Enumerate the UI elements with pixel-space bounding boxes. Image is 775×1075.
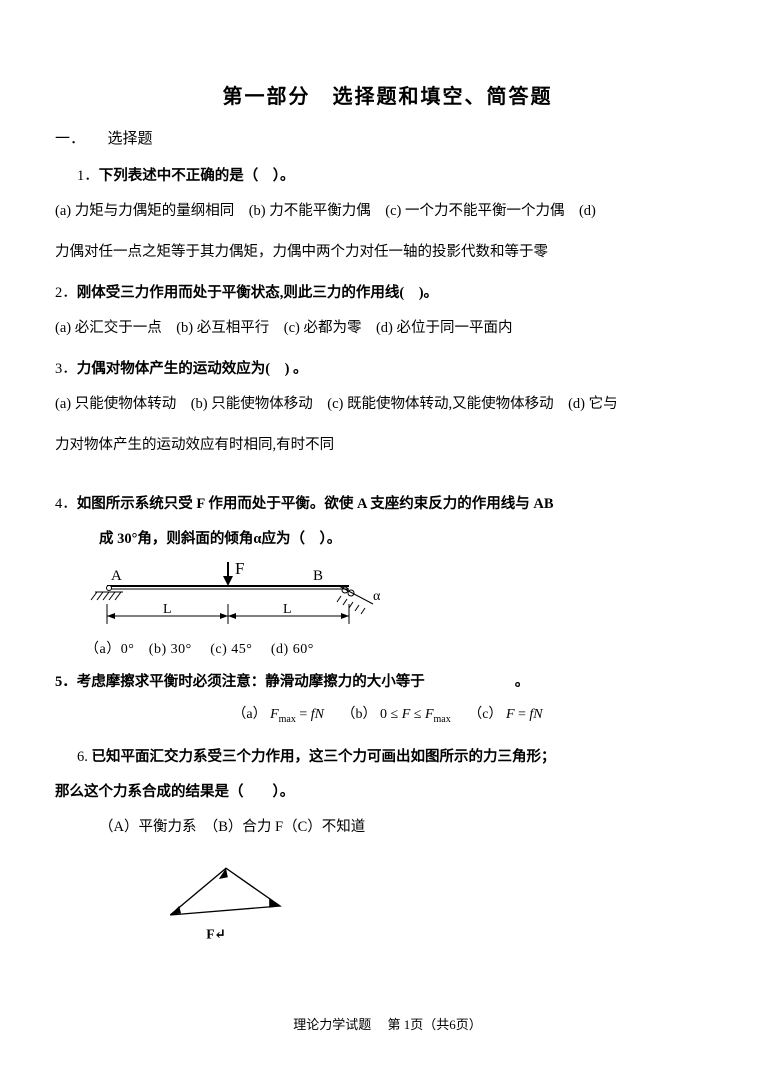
q6-stem-l2: 那么这个力系合成的结果是（ ）。	[55, 778, 720, 807]
q6: 6. 已知平面汇交力系受三个力作用，这三个力可画出如图所示的力三角形；	[77, 743, 720, 772]
q6-opts: （A）平衡力系 （B）合力 F（C）不知道	[99, 813, 720, 842]
fig4-label-L2: L	[283, 602, 292, 617]
q5-stem: 考虑摩擦求平衡时必须注意：静滑动摩擦力的大小等于	[77, 674, 425, 690]
q6-stem-l1: 已知平面汇交力系受三个力作用，这三个力可画出如图所示的力三角形；	[92, 749, 556, 765]
q3-num: 3．	[55, 361, 77, 377]
fig4-label-A: A	[111, 568, 122, 584]
fig6-label-F: F↵	[206, 926, 226, 941]
q2-num: 2．	[55, 285, 77, 301]
q2-opts: (a) 必汇交于一点 (b) 必互相平行 (c) 必都为零 (d) 必位于同一平…	[55, 314, 720, 343]
q1-opts-line1: (a) 力矩与力偶矩的量纲相同 (b) 力不能平衡力偶 (c) 一个力不能平衡一…	[55, 197, 720, 226]
q1-stem: 下列表述中不正确的是（ ）。	[99, 168, 295, 184]
page-footer: 理论力学试题 第 1页（共6页）	[0, 1014, 775, 1033]
q4: 4．如图所示系统只受 F 作用而处于平衡。欲使 A 支座约束反力的作用线与 AB	[55, 490, 720, 519]
q1: 1．下列表述中不正确的是（ ）。	[77, 162, 720, 191]
q3-opts-l1: (a) 只能使物体转动 (b) 只能使物体移动 (c) 既能使物体转动,又能使物…	[55, 390, 720, 419]
q4-num: 4．	[55, 496, 77, 512]
q2: 2．刚体受三力作用而处于平衡状态,则此三力的作用线( )。	[55, 279, 720, 308]
q5-num: 5．	[55, 674, 77, 690]
q1-opts-line2: 力偶对任一点之矩等于其力偶矩，力偶中两个力对任一轴的投影代数和等于零	[55, 238, 720, 267]
q4-opts: （a）0° (b) 30° (c) 45° (d) 60°	[85, 638, 720, 658]
q4-stem-l1: 如图所示系统只受 F 作用而处于平衡。欲使 A 支座约束反力的作用线与 AB	[77, 496, 554, 512]
fig4-label-B: B	[313, 568, 323, 584]
q4-figure: A B F L L α	[83, 560, 393, 632]
fig4-label-L1: L	[163, 602, 172, 617]
q5-opts: （a） Fmax = fN （b） 0 ≤ F ≤ Fmax （c） F = f…	[55, 703, 720, 725]
q5-opt-b-label: （b）	[342, 707, 377, 722]
q5-opt-c-label: （c）	[468, 707, 502, 722]
q2-stem: 刚体受三力作用而处于平衡状态,则此三力的作用线( )。	[77, 285, 438, 301]
q3: 3．力偶对物体产生的运动效应为( ) 。	[55, 355, 720, 384]
q5-opt-a-label: （a）	[232, 707, 266, 722]
q1-num: 1．	[77, 168, 99, 184]
q3-stem: 力偶对物体产生的运动效应为( ) 。	[77, 361, 308, 377]
q5: 5．考虑摩擦求平衡时必须注意：静滑动摩擦力的大小等于。	[55, 668, 720, 697]
fig4-label-F: F	[235, 560, 244, 578]
q3-opts-l2: 力对物体产生的运动效应有时相同,有时不同	[55, 431, 720, 460]
q6-figure: F↵	[145, 852, 325, 942]
fig4-label-alpha: α	[373, 589, 381, 604]
section-heading: 一． 选择题	[55, 127, 720, 148]
q6-num: 6.	[77, 749, 92, 765]
part-title: 第一部分 选择题和填空、简答题	[55, 80, 720, 109]
q4-stem-l2: 成 30°角，则斜面的倾角α应为（ ）。	[99, 525, 720, 554]
